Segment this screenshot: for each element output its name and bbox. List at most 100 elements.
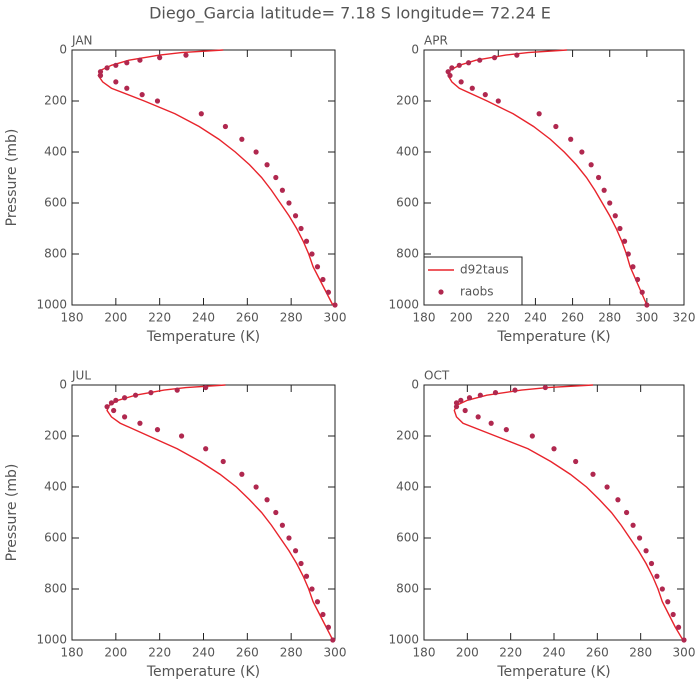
obs-point (309, 251, 315, 257)
obs-point (303, 573, 310, 579)
x-tick-label: 220 (499, 646, 522, 660)
obs-point (279, 187, 285, 193)
obs-point (670, 611, 676, 618)
obs-point (590, 471, 596, 477)
figure-title: Diego_Garcia latitude= 7.18 S longitude=… (149, 4, 551, 24)
plot-frame (423, 49, 685, 306)
x-tick-label: 180 (61, 646, 84, 660)
x-tick-label: 260 (561, 311, 584, 325)
obs-point (174, 387, 180, 393)
x-tick-label: 300 (673, 646, 696, 660)
obs-point (113, 79, 119, 85)
obs-point (132, 392, 139, 398)
legend-box (423, 256, 523, 306)
obs-point (604, 484, 610, 490)
x-tick-label: 280 (280, 646, 303, 660)
obs-point (198, 111, 204, 117)
x-tick-label: 200 (104, 646, 127, 660)
obs-point (553, 123, 559, 130)
panel-label: JAN (71, 34, 93, 48)
obs-point (643, 548, 649, 554)
obs-point (465, 60, 472, 66)
obs-point (298, 560, 304, 567)
x-tick-label: 220 (148, 311, 171, 325)
y-tick-label: 800 (44, 247, 67, 261)
x-tick-label: 180 (61, 311, 84, 325)
x-tick-label: 300 (324, 646, 347, 660)
obs-point (320, 276, 326, 283)
panel-label: APR (424, 34, 448, 48)
obs-point (477, 57, 483, 63)
obs-point (203, 446, 209, 452)
obs-point (292, 548, 299, 554)
legend-swatch (438, 289, 444, 295)
obs-point (292, 213, 299, 219)
obs-point (477, 392, 483, 398)
obs-point (644, 302, 650, 308)
y-tick-label: 800 (44, 582, 67, 596)
obs-point (579, 149, 585, 155)
obs-point (514, 52, 520, 58)
obs-point (108, 400, 115, 406)
obs-point (273, 509, 279, 516)
obs-point (630, 264, 636, 270)
obs-point (615, 497, 621, 503)
obs-point (601, 187, 607, 193)
obs-point (512, 387, 518, 393)
obs-point (551, 446, 557, 452)
obs-point (137, 57, 143, 63)
obs-point (111, 407, 117, 414)
x-tick-label: 300 (635, 311, 658, 325)
obs-point (621, 238, 628, 244)
obs-point (469, 85, 475, 91)
obs-point (139, 92, 145, 98)
x-tick-label: 220 (148, 646, 171, 660)
y-tick-label: 0 (59, 43, 67, 57)
y-axis-label: Pressure (mb) (4, 129, 20, 227)
obs-point (453, 404, 460, 410)
obs-point (453, 400, 460, 406)
x-tick-label: 240 (192, 311, 215, 325)
x-axis-label: Temperature (K) (496, 329, 610, 345)
x-tick-label: 200 (456, 646, 479, 660)
obs-point (568, 136, 574, 142)
obs-point (654, 573, 660, 579)
obs-point (137, 420, 143, 426)
obs-point (634, 276, 641, 283)
y-tick-label: 0 (411, 378, 419, 392)
obs-point (124, 85, 130, 91)
obs-point (220, 458, 226, 465)
obs-point (665, 599, 671, 605)
obs-point (458, 79, 464, 85)
y-tick-label: 0 (59, 378, 67, 392)
obs-point (503, 427, 509, 433)
y-tick-label: 200 (396, 94, 419, 108)
obs-point (659, 586, 665, 592)
x-tick-label: 200 (104, 311, 127, 325)
x-tick-label: 280 (629, 646, 652, 660)
obs-point (309, 586, 315, 592)
obs-point (542, 384, 548, 391)
legend-label: d92taus (460, 263, 509, 277)
x-tick-label: 280 (598, 311, 621, 325)
obs-point (648, 560, 655, 567)
obs-point (449, 65, 455, 71)
y-tick-label: 1000 (388, 298, 419, 312)
obs-point (491, 55, 498, 61)
obs-point (286, 535, 292, 541)
y-tick-label: 1000 (36, 633, 67, 647)
obs-point (124, 60, 130, 66)
obs-point (445, 69, 451, 75)
y-tick-label: 0 (411, 43, 419, 57)
obs-point (253, 149, 259, 155)
obs-point (104, 65, 110, 71)
y-tick-label: 400 (44, 480, 67, 494)
obs-point (286, 200, 292, 206)
x-tick-label: 260 (586, 646, 609, 660)
obs-point (495, 98, 501, 104)
x-tick-label: 180 (413, 646, 436, 660)
obs-point (264, 162, 270, 168)
obs-point (325, 624, 332, 630)
obs-point (314, 599, 321, 605)
